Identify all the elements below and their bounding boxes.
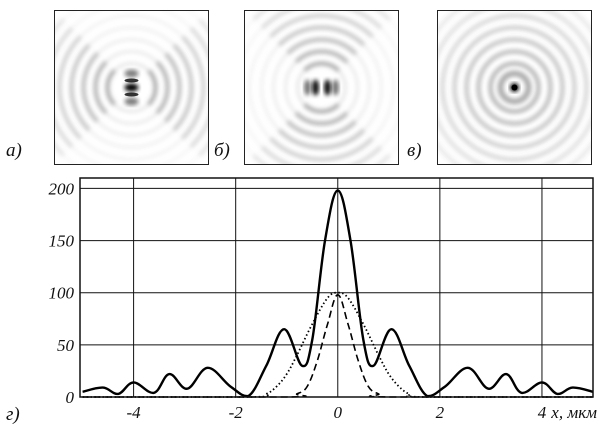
panel-a-label: а) <box>6 140 22 161</box>
diffraction-rings <box>438 11 591 164</box>
panel-d-label: г) <box>6 404 20 424</box>
panel-c-pattern <box>438 11 591 164</box>
y-tick-labels: 0 50 100 150 200 <box>49 179 75 407</box>
panel-c-image <box>437 10 592 165</box>
panel-b-pattern <box>245 11 398 164</box>
y-tick-label: 200 <box>49 179 75 198</box>
y-tick-label: 150 <box>49 232 75 251</box>
panel-a-pattern <box>55 11 208 164</box>
diffraction-rings <box>55 11 208 164</box>
y-tick-label: 50 <box>57 336 75 355</box>
series-dashed-line <box>82 293 593 398</box>
x-tick-labels: -4 -2 0 2 4 <box>127 403 547 422</box>
y-tick-label: 0 <box>66 388 75 407</box>
x-tick-label: 2 <box>436 403 445 422</box>
x-axis-label: x, мкм <box>550 403 597 422</box>
panel-a-image <box>54 10 209 165</box>
panel-c-label: в) <box>407 140 422 161</box>
x-tick-label: 0 <box>334 403 343 422</box>
panel-b-label: б) <box>214 140 230 161</box>
series-solid-line <box>82 189 594 398</box>
chart-series <box>82 189 594 398</box>
central-lobes <box>497 70 532 105</box>
panel-b-image <box>244 10 399 165</box>
central-lobes <box>304 79 339 96</box>
x-tick-label: -2 <box>229 403 244 422</box>
plot-frame <box>79 177 594 398</box>
central-lobes <box>124 69 139 106</box>
x-tick-label: 4 <box>538 403 547 422</box>
x-tick-label: -4 <box>127 403 142 422</box>
chart-grid <box>80 178 593 398</box>
y-tick-label: 100 <box>49 284 75 303</box>
diffraction-rings <box>245 11 398 164</box>
